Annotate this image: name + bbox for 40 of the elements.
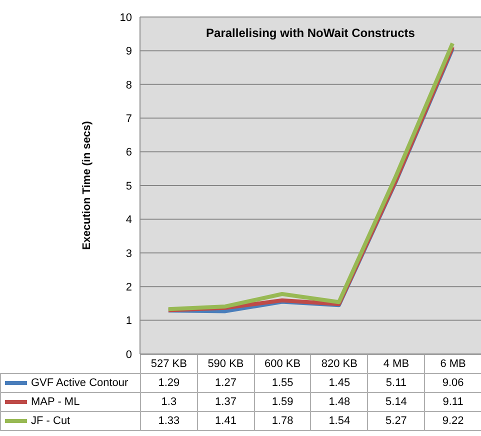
x-tick-label: 820 KB <box>310 354 368 374</box>
text: Parallelising with NoWait Constructs <box>205 26 416 40</box>
data-label: 1.3 <box>140 392 198 412</box>
data-label: 5.14 <box>368 392 425 412</box>
x-tick-label: 4 MB <box>368 354 425 374</box>
data-label: 1.48 <box>310 392 368 412</box>
x-tick-label: 600 KB <box>254 354 311 374</box>
x-tick-label: 590 KB <box>197 354 254 374</box>
y-tick-label: 1 <box>126 315 132 328</box>
x-tick-label: 6 MB <box>424 354 481 374</box>
data-label: 1.29 <box>140 374 198 392</box>
data-label: 9.22 <box>424 412 481 430</box>
legend-label: MAP - ML <box>31 396 80 408</box>
data-label: 1.37 <box>197 392 254 412</box>
y-axis-title: Execution Time (in secs) <box>80 120 93 250</box>
y-tick-label: 2 <box>126 282 132 294</box>
data-label: 1.41 <box>197 412 254 430</box>
y-tick-label: 10 <box>120 12 132 24</box>
legend-label: GVF Active Contour <box>31 376 128 388</box>
data-label: 1.59 <box>254 392 311 412</box>
y-tick-label: 6 <box>126 146 132 159</box>
y-tick-label: 5 <box>126 180 132 192</box>
data-label: 1.54 <box>310 412 368 430</box>
y-tick-label: 8 <box>126 79 132 92</box>
data-label: 9.11 <box>424 392 481 412</box>
data-label: 1.55 <box>254 374 311 392</box>
y-tick-label: 3 <box>126 248 132 260</box>
legend-label: JF - Cut <box>31 414 70 426</box>
data-label: 9.06 <box>424 374 481 392</box>
y-tick-label: 0 <box>126 348 132 361</box>
data-label: 1.27 <box>197 374 254 392</box>
x-tick-label: 527 KB <box>140 354 198 374</box>
data-label: 5.27 <box>368 412 425 430</box>
data-label: 5.11 <box>368 374 425 392</box>
y-tick-label: 7 <box>126 113 132 126</box>
data-label: 1.45 <box>310 374 368 392</box>
y-tick-label: 4 <box>126 214 132 226</box>
data-label: 1.33 <box>140 412 198 430</box>
data-label: 1.78 <box>254 412 311 430</box>
y-tick-label: 9 <box>126 46 132 58</box>
